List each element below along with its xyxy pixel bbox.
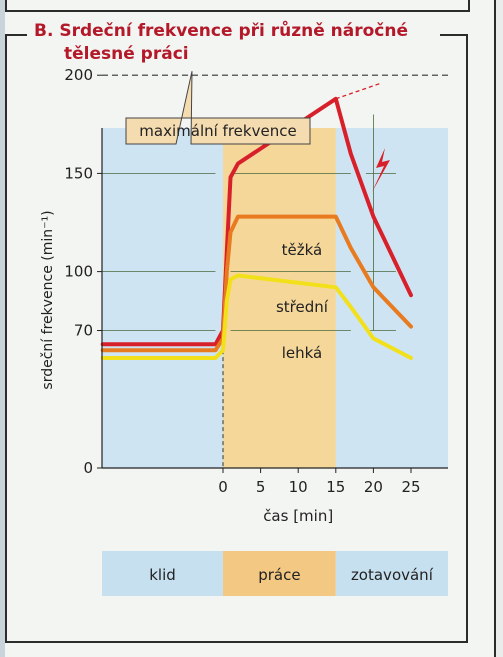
y-tick-label-2: 100 [64,263,93,281]
series-label-1: střední [276,298,329,316]
x-tick-label-5: 25 [401,478,420,496]
phase-label-2: zotavování [351,566,434,584]
x-tick-label-2: 10 [289,478,308,496]
figure-title: B. Srdeční frekvence při různě náročné t… [34,20,444,66]
plot-background [102,128,448,468]
work-period-band [223,128,336,468]
y-tick-label-3: 150 [64,164,93,182]
phase-label-0: klid [149,566,176,584]
series-label-0: těžká [282,241,323,259]
phase-label-1: práce [258,566,300,584]
y-tick-label-1: 70 [74,322,93,340]
left-gutter [0,0,5,657]
series-line-2 [100,273,413,360]
x-tick-label-3: 15 [326,478,345,496]
x-tick-label-1: 5 [256,478,266,496]
y-tick-label-0: 0 [83,459,93,477]
phase-block-1 [223,551,336,596]
grid-lines [102,74,448,468]
exceed-dashed-line [335,82,382,100]
series-line-0 [100,96,413,347]
x-axis-title: čas [min] [263,507,333,525]
phase-legend: klid práce zotavování [102,551,448,596]
right-edge [494,0,503,657]
series-layer [100,82,413,360]
max-frequency-callout-box [125,71,311,145]
frame-top-right [440,34,466,36]
series-line-1 [100,214,413,353]
labels: 0 5 10 15 20 25 0 70 100 150 200 čas [min] srdeční f… [40,66,421,525]
title-line-1: B. Srdeční frekvence při různě náročné [34,21,409,41]
x-tick-label-0: 0 [218,478,228,496]
max-frequency-label: maximální frekvence [139,122,296,140]
title-line-2: tělesné práci [64,44,189,64]
phase-block-2 [335,551,448,596]
axes [97,74,448,473]
y-axis-title: srdeční frekvence (min⁻¹) [40,210,56,389]
figure-frame [5,34,468,643]
y-tick-label-4: 200 [64,66,93,84]
top-box [5,0,470,12]
x-tick-label-4: 20 [364,478,383,496]
phase-block-0 [102,551,223,596]
series-label-2: lehká [282,344,323,362]
frame-top-left [5,34,27,36]
